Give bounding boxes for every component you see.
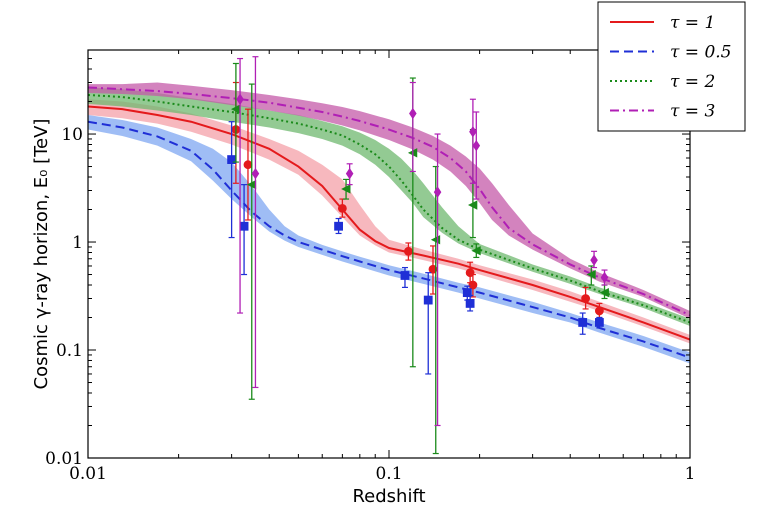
y-tick-label: 0.1	[56, 341, 83, 361]
data-point-1-7	[578, 312, 588, 335]
data-point-0-7	[581, 286, 591, 310]
marker-square	[239, 221, 249, 231]
legend-label: τ = 2	[670, 72, 715, 92]
data-point-2-2	[341, 178, 351, 200]
data-point-0-2	[337, 198, 347, 218]
data-point-3-7	[590, 250, 598, 269]
x-tick-label: 0.1	[375, 464, 402, 484]
marker-triangle-left	[468, 200, 478, 210]
marker-diamond	[251, 167, 260, 180]
legend-label: τ = 3	[670, 102, 715, 122]
data-point-0-8	[594, 302, 604, 319]
curve-2	[88, 93, 690, 324]
marker-circle	[404, 246, 413, 256]
marker-square	[578, 318, 588, 327]
curve-0	[88, 105, 690, 341]
marker-diamond	[236, 93, 244, 105]
data-point-1-2	[334, 217, 343, 235]
data-point-3-6	[472, 111, 481, 200]
marker-triangle-left	[341, 184, 351, 194]
legend-entry-2: τ = 2	[610, 72, 715, 92]
marker-triangle-left	[599, 287, 609, 298]
marker-diamond	[409, 107, 417, 120]
data-point-3-0	[236, 57, 244, 314]
marker-square	[594, 318, 604, 327]
legend-entry-0: τ = 1	[610, 13, 715, 33]
data-point-3-4	[433, 133, 442, 427]
legend-label: τ = 0.5	[670, 43, 732, 63]
marker-circle	[337, 203, 347, 213]
marker-triangle-left	[471, 246, 481, 256]
x-tick-label: 0.01	[69, 464, 107, 484]
data-points	[227, 56, 609, 455]
legend: τ = 1 τ = 0.5 τ = 2 τ = 3	[597, 1, 746, 132]
axes: 0.01 0.1 1 0.01 0.1 1 10	[45, 49, 696, 484]
marker-square	[400, 271, 410, 280]
data-point-3-2	[345, 163, 354, 186]
data-point-3-8	[600, 269, 609, 286]
marker-circle	[581, 294, 591, 303]
y-tick-label: 0.01	[45, 449, 83, 469]
data-point-0-4	[428, 245, 438, 295]
marker-diamond	[433, 186, 442, 198]
marker-square	[462, 288, 472, 298]
x-tick-label: 1	[685, 464, 696, 484]
data-point-3-5	[469, 98, 477, 184]
data-point-0-6	[468, 273, 478, 298]
legend-entry-1: τ = 0.5	[610, 43, 732, 63]
x-axis-title: Redshift	[352, 486, 425, 507]
y-tick-label: 10	[61, 125, 83, 145]
marker-square	[465, 299, 475, 308]
data-point-2-6	[471, 243, 481, 259]
y-axis-title: Cosmic γ-ray horizon, E₀ [TeV]	[31, 119, 52, 390]
marker-diamond	[590, 254, 598, 266]
data-point-3-3	[409, 81, 417, 173]
marker-square	[334, 221, 343, 231]
data-point-1-8	[594, 316, 604, 329]
legend-label: τ = 1	[670, 13, 715, 33]
marker-circle	[594, 306, 604, 316]
data-point-1-3	[400, 266, 410, 289]
band-0	[88, 99, 690, 344]
marker-diamond	[472, 139, 481, 152]
marker-diamond	[469, 126, 477, 138]
legend-box	[597, 1, 746, 132]
data-point-1-6	[465, 294, 475, 312]
data-point-2-8	[599, 284, 609, 300]
marker-circle	[468, 280, 478, 290]
band-2	[88, 87, 690, 326]
curve-1	[88, 120, 690, 359]
marker-square	[423, 295, 433, 305]
marker-diamond	[600, 271, 609, 284]
data-point-2-7	[586, 265, 596, 286]
data-point-3-1	[251, 56, 260, 389]
marker-diamond	[345, 167, 354, 180]
legend-entry-3: τ = 3	[610, 102, 715, 122]
data-point-1-4	[423, 272, 433, 375]
band-1	[88, 115, 690, 364]
marker-circle	[243, 160, 253, 170]
marker-triangle-left	[586, 269, 596, 280]
y-tick-label: 1	[72, 233, 83, 253]
